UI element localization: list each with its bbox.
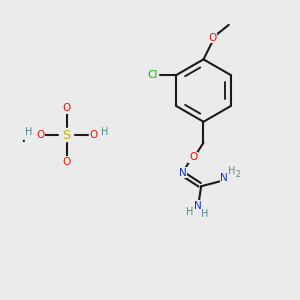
Text: .: . <box>20 128 26 146</box>
Text: O: O <box>36 130 44 140</box>
Text: N: N <box>220 173 228 183</box>
Text: O: O <box>63 103 71 113</box>
Text: H: H <box>186 207 194 217</box>
Text: H: H <box>228 167 236 176</box>
Text: S: S <box>63 129 71 142</box>
Text: N: N <box>194 201 202 211</box>
Text: O: O <box>63 157 71 167</box>
Text: H: H <box>25 127 32 136</box>
Text: Cl: Cl <box>148 70 158 80</box>
Text: H: H <box>201 209 208 219</box>
Text: O: O <box>89 130 98 140</box>
Text: H: H <box>101 127 109 136</box>
Text: O: O <box>208 33 217 43</box>
Text: O: O <box>189 152 197 162</box>
Text: N: N <box>179 168 187 178</box>
Text: 2: 2 <box>235 170 240 179</box>
